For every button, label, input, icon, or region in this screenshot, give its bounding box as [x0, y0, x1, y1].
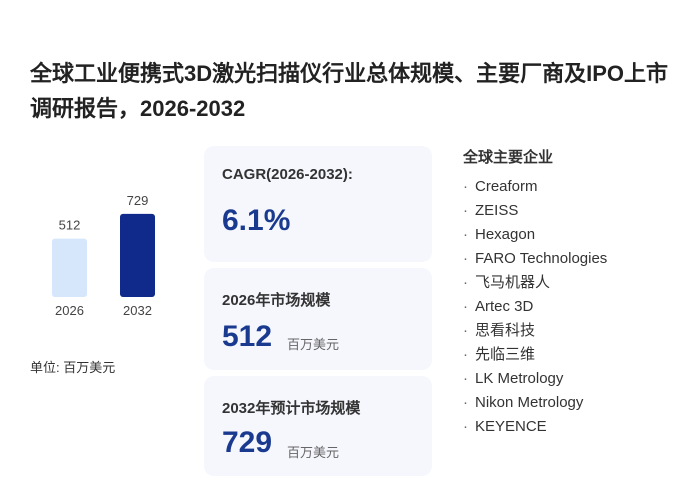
company: 思看科技: [463, 319, 607, 343]
company: 飞马机器人: [463, 271, 607, 295]
company: ZEISS: [463, 199, 607, 223]
company: FARO Technologies: [463, 247, 607, 271]
card-label: 2032年预计市场规模: [222, 400, 361, 417]
company: Creaform: [463, 175, 607, 199]
value-label: 729: [127, 193, 149, 208]
company-list: CreaformZEISSHexagonFARO Technologies飞马机…: [463, 175, 607, 439]
card-label: 2026年市场规模: [222, 292, 331, 309]
companies: 全球主要企业 CreaformZEISSHexagonFARO Technolo…: [463, 146, 607, 439]
report-title: 全球工业便携式3D激光扫描仪行业总体规模、主要厂商及IPO上市调研报告，2026…: [30, 61, 669, 121]
unit-label: 单位: 百万美元: [30, 360, 116, 375]
card: CAGR(2026-2032): 6.1%: [204, 146, 432, 262]
category-label: 2026: [55, 303, 84, 318]
card-unit: 百万美元: [287, 445, 340, 460]
bar: [52, 238, 87, 297]
bar: [120, 213, 155, 297]
card: 2026年市场规模 512 百万美元: [204, 268, 432, 370]
category-label: 2032: [123, 303, 152, 318]
card-value: 6.1%: [222, 204, 291, 237]
company: Hexagon: [463, 223, 607, 247]
card-value: 729: [222, 426, 273, 459]
card-value: 512: [222, 320, 273, 353]
value-label: 512: [59, 218, 81, 233]
card: 2032年预计市场规模 729 百万美元: [204, 376, 432, 476]
mini-bar-chart: 512 2026 729 2032: [52, 193, 155, 318]
company: Nikon Metrology: [463, 391, 607, 415]
card-unit: 百万美元: [287, 337, 340, 352]
card-label: CAGR(2026-2032):: [222, 166, 353, 183]
company: KEYENCE: [463, 415, 607, 439]
company: Artec 3D: [463, 295, 607, 319]
company: LK Metrology: [463, 367, 607, 391]
company: 先临三维: [463, 343, 607, 367]
companies-heading: 全球主要企业: [463, 149, 554, 166]
